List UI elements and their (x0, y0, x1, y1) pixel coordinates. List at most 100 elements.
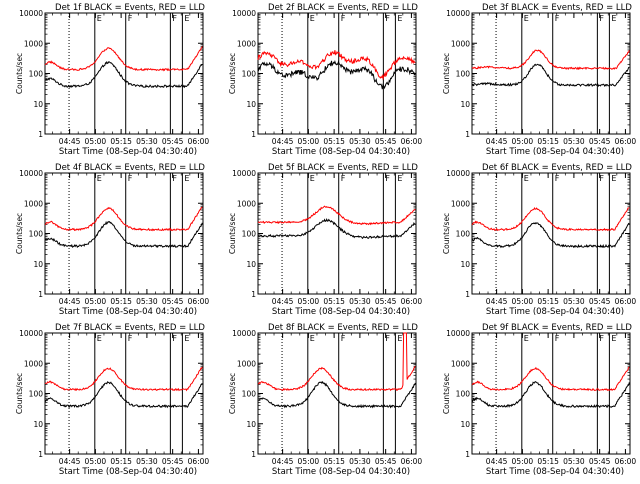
series-line-lld (257, 50, 416, 81)
y-axis-label: Counts/sec (228, 53, 237, 94)
x-tick-label: 06:00 (188, 297, 210, 306)
event-marker-label: E (97, 334, 102, 343)
chart-title: Det 1f BLACK = Events, RED = LLD (55, 3, 205, 13)
event-marker-label: E (310, 174, 315, 183)
event-marker-label: E (184, 334, 189, 343)
x-tick-label: 06:00 (401, 297, 423, 306)
y-axis-label: Counts/sec (15, 373, 24, 414)
y-axis-label: Counts/sec (228, 373, 237, 414)
chart-panel-3: Det 3f BLACK = Events, RED = LLD 1 10 100 10… (442, 3, 636, 157)
y-tick-label: 10 (33, 420, 43, 429)
x-axis-label: Start Time (08-Sep-04 04:30:40) (272, 307, 410, 317)
x-tick-label: 04:45 (272, 457, 294, 466)
y-tick-label: 1 (38, 290, 43, 299)
series-line-lld (471, 49, 630, 71)
event-marker-label: F (341, 334, 346, 343)
series-line-events (257, 380, 416, 409)
y-tick-label: 1 (38, 450, 43, 459)
y-tick-label: 10000 (232, 329, 256, 338)
y-tick-label: 10000 (232, 169, 256, 178)
x-tick-label: 05:15 (537, 137, 559, 146)
y-tick-label: 1000 (24, 359, 43, 368)
y-tick-label: 1000 (451, 199, 470, 208)
series-line-lld (257, 205, 416, 226)
x-tick-label: 05:00 (298, 457, 320, 466)
y-tick-label: 100 (242, 390, 257, 399)
y-tick-label: 10000 (19, 169, 43, 178)
x-tick-label: 06:00 (615, 137, 637, 146)
x-tick-label: 05:00 (512, 297, 534, 306)
x-axis-label: Start Time (08-Sep-04 04:30:40) (272, 467, 410, 477)
chart-title: Det 7f BLACK = Events, RED = LLD (55, 323, 205, 333)
chart-title: Det 3f BLACK = Events, RED = LLD (482, 3, 632, 13)
chart-panel-7: Det 7f BLACK = Events, RED = LLD 1 10 100 10… (15, 323, 209, 477)
event-marker-label: E (397, 14, 402, 23)
event-marker-label: E (611, 174, 616, 183)
event-marker-label: E (611, 334, 616, 343)
x-tick-label: 05:00 (85, 457, 107, 466)
event-marker-label: E (397, 174, 402, 183)
x-tick-label: 05:30 (136, 137, 158, 146)
x-tick-label: 04:45 (59, 297, 81, 306)
event-marker-label: F (341, 174, 346, 183)
x-tick-label: 06:00 (401, 457, 423, 466)
y-tick-label: 10 (460, 100, 470, 109)
y-tick-label: 100 (456, 70, 471, 79)
x-tick-label: 05:00 (85, 137, 107, 146)
x-tick-label: 05:45 (589, 457, 611, 466)
event-marker-label: F (599, 334, 604, 343)
y-tick-label: 1 (465, 290, 470, 299)
y-tick-label: 1000 (237, 39, 256, 48)
y-tick-label: 10 (33, 260, 43, 269)
chart-title: Det 5f BLACK = Events, RED = LLD (268, 163, 418, 173)
x-tick-label: 05:15 (110, 457, 132, 466)
event-marker-label: F (555, 334, 560, 343)
y-tick-label: 100 (456, 390, 471, 399)
x-tick-label: 06:00 (615, 457, 637, 466)
x-tick-label: 05:30 (563, 137, 585, 146)
x-tick-label: 04:45 (59, 137, 81, 146)
y-axis-label: Counts/sec (228, 213, 237, 254)
x-tick-label: 05:45 (162, 457, 184, 466)
event-marker-label: F (172, 174, 177, 183)
series-line-events (44, 381, 203, 409)
x-tick-label: 05:30 (563, 457, 585, 466)
x-tick-label: 06:00 (615, 297, 637, 306)
event-marker-label: E (184, 14, 189, 23)
chart-title: Det 4f BLACK = Events, RED = LLD (55, 163, 205, 173)
event-marker-label: E (524, 174, 529, 183)
y-tick-label: 1 (465, 130, 470, 139)
x-tick-label: 06:00 (401, 137, 423, 146)
event-marker-label: E (524, 334, 529, 343)
y-tick-label: 1 (251, 450, 256, 459)
y-tick-label: 1 (251, 130, 256, 139)
x-tick-label: 04:45 (272, 137, 294, 146)
x-tick-label: 05:30 (349, 137, 371, 146)
event-marker-label: E (397, 334, 402, 343)
y-tick-label: 1000 (237, 199, 256, 208)
x-tick-label: 05:30 (349, 297, 371, 306)
series-line-lld (258, 332, 416, 392)
chart-panel-8: Det 8f BLACK = Events, RED = LLD 1 10 100 10… (228, 323, 422, 477)
chart-panel-9: Det 9f BLACK = Events, RED = LLD 1 10 100 10… (442, 323, 636, 477)
x-axis-label: Start Time (08-Sep-04 04:30:40) (486, 307, 624, 317)
chart-title: Det 9f BLACK = Events, RED = LLD (482, 323, 632, 333)
x-axis-label: Start Time (08-Sep-04 04:30:40) (486, 467, 624, 477)
x-tick-label: 05:15 (323, 457, 345, 466)
chart-panel-5: Det 5f BLACK = Events, RED = LLD 1 10 100 10… (228, 163, 422, 317)
x-tick-label: 05:15 (537, 297, 559, 306)
event-marker-label: F (385, 334, 390, 343)
x-tick-label: 05:45 (375, 297, 397, 306)
x-axis-label: Start Time (08-Sep-04 04:30:40) (59, 467, 197, 477)
event-marker-label: F (128, 334, 133, 343)
x-tick-label: 05:45 (375, 457, 397, 466)
y-tick-label: 1 (251, 290, 256, 299)
event-marker-label: F (555, 174, 560, 183)
y-tick-label: 100 (29, 390, 44, 399)
event-marker-label: F (555, 14, 560, 23)
chart-title: Det 2f BLACK = Events, RED = LLD (268, 3, 418, 13)
event-marker-label: F (385, 14, 390, 23)
event-marker-label: F (172, 14, 177, 23)
